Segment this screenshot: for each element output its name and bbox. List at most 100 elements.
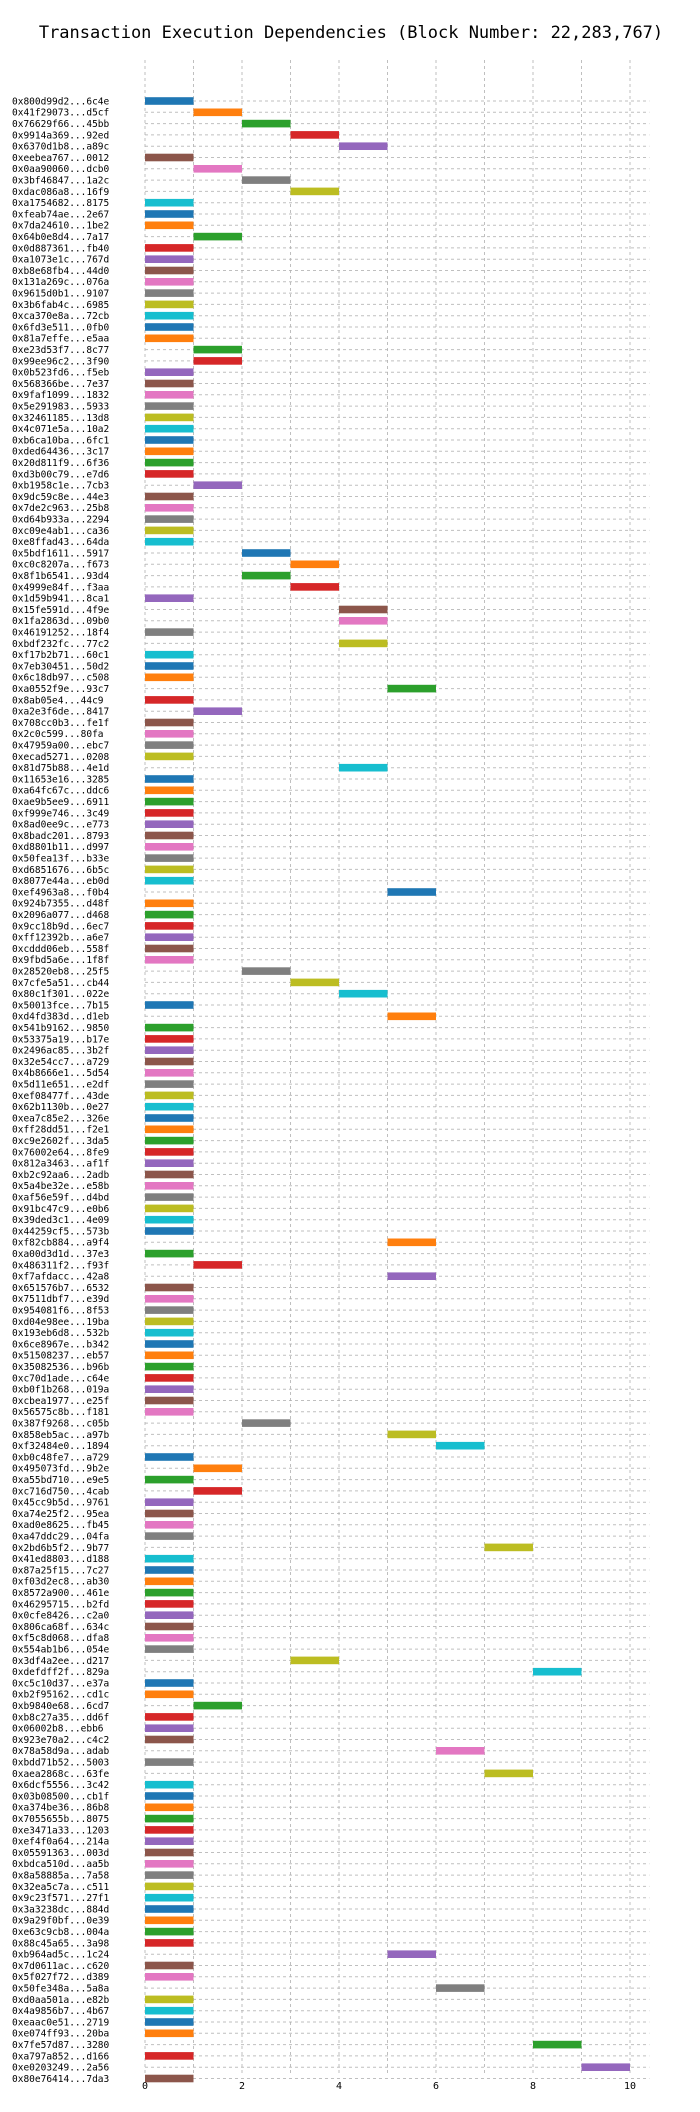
transaction-bar [145,368,194,376]
transaction-label: 0xb8c27a35...dd6f [12,1712,109,1723]
transaction-label: 0x2096a077...d468 [12,910,110,921]
transaction-label: 0x7de2c963...25b8 [12,503,110,514]
transaction-bar [145,1204,194,1213]
transaction-label: 0x8badc201...8793 [12,831,109,842]
transaction-bar [145,628,194,636]
transaction-label: 0x81d75b88...4e1d [12,763,109,774]
transaction-label: 0xa1754682...8175 [12,198,109,209]
transaction-label: 0x5a4be32e...e58b [12,1181,110,1192]
transaction-label: 0x1d59b941...8ca1 [12,594,110,605]
transaction-label: 0x05591363...003d [12,1848,109,1859]
transaction-bar [145,334,194,343]
transaction-bar [145,775,194,783]
transaction-bar [145,1690,194,1699]
transaction-bar [193,1464,242,1473]
transaction-label: 0xf5c8d068...dfa8 [12,1633,110,1644]
transaction-bar [145,323,194,331]
x-tick-labels: 0 2 4 6 8 10 [142,2081,636,2092]
transaction-bar [145,198,194,207]
transaction-bar [145,1193,194,1201]
transaction-label: 0x28520eb8...25f5 [12,967,109,978]
transaction-bar [387,684,436,693]
transaction-bar [242,967,291,975]
transaction-bar [145,1611,194,1619]
transaction-bar [145,1871,194,1879]
transaction-label: 0x03b08500...cb1f [12,1791,109,1802]
transaction-label: 0x46191252...18f4 [12,628,110,639]
transaction-label: 0x8ab05e4...44c9 [12,695,104,706]
x-tick-label: 10 [624,2081,636,2092]
transaction-label: 0x3a3238dc...884d [12,1904,109,1915]
transaction-label: 0x76629f66...45bb [12,119,110,130]
transaction-bar [145,1973,194,1981]
transaction-bar [145,1125,194,1134]
transaction-label: 0xbdca510d...aa5b [12,1859,110,1870]
transaction-label: 0xb1958c1e...7cb3 [12,481,109,492]
transaction-bar [339,605,388,614]
transaction-bar [145,1679,194,1687]
transaction-bar [145,1046,194,1054]
transaction-label: 0xd64b933a...2294 [12,515,110,526]
transaction-bar [533,2040,582,2049]
transaction-bar [387,1238,436,1247]
transaction-label: 0x88c45a65...3a98 [12,1938,110,1949]
transaction-label: 0xe8ffad43...64da [12,537,109,548]
transaction-label: 0x50013fce...7b15 [12,1000,109,1011]
transaction-bar [145,492,194,501]
transaction-bar [242,549,291,557]
transaction-bar [145,1408,194,1416]
transaction-label: 0xf7afdacc...42a8 [12,1272,110,1283]
transaction-bar [145,662,194,670]
transaction-label: 0x91bc47c9...e0b6 [12,1204,110,1215]
transaction-bar [145,1758,194,1766]
transaction-label: 0x35082536...b96b [12,1362,110,1373]
transaction-label: 0x3df4a2ee...d217 [12,1656,109,1667]
transaction-bar [145,797,194,806]
transaction-bar [242,119,291,128]
transaction-label: 0xff28dd51...f2e1 [12,1125,110,1136]
transaction-bar [145,2074,194,2083]
transaction-bar [145,1317,194,1326]
transaction-label: 0x954081f6...8f53 [12,1306,109,1317]
transaction-label: 0xd3b00c79...e7d6 [12,469,110,480]
transaction-bar [145,244,194,252]
transaction-bar [145,1916,194,1925]
transaction-bar [339,142,388,150]
transaction-bar [387,1430,436,1439]
transaction-bar [145,1080,194,1088]
transaction-bar [145,1227,194,1235]
transaction-label: 0xb9840e68...6cd7 [12,1701,109,1712]
transaction-bar [193,357,242,365]
transaction-bar [145,311,194,320]
chart-title: Transaction Execution Dependencies (Bloc… [39,23,663,43]
transaction-bar [145,673,194,682]
transaction-bar [145,2052,194,2060]
transaction-label: 0x568366be...7e37 [12,379,109,390]
transaction-bar [193,1701,242,1710]
transaction-label: 0xf17b2b71...60c1 [12,650,110,661]
transaction-label: 0xdefdff2f...829a [12,1667,109,1678]
transaction-bar [145,255,194,263]
transaction-label: 0x2496ac85...3b2f [12,1046,109,1057]
transaction-label: 0x53375a19...b17e [12,1034,110,1045]
transaction-bar [145,650,194,659]
transaction-bar [145,1114,194,1122]
transaction-label: 0xb2f95162...cd1c [12,1690,109,1701]
transaction-label: 0x923e70a2...c4c2 [12,1735,109,1746]
transaction-bar [145,458,194,467]
transaction-label: 0x806ca68f...634c [12,1622,109,1633]
transaction-label: 0xa47ddc29...04fa [12,1532,109,1543]
transaction-bar [339,989,388,998]
transaction-label: 0xb0c48fe7...a729 [12,1452,110,1463]
transaction-label: 0x11653e16...3285 [12,774,109,785]
transaction-bar [145,809,194,817]
transaction-bar [145,831,194,840]
transaction-label: 0xd8801b11...d997 [12,842,109,853]
transaction-bar [145,1362,194,1371]
transaction-bar [387,1272,436,1280]
transaction-label: 0x486311f2...f93f [12,1260,109,1271]
transaction-bar [145,413,194,422]
transaction-label: 0x0d887361...fb40 [12,243,110,254]
transaction-bar [145,1939,194,1947]
transaction-bar [145,1905,194,1913]
